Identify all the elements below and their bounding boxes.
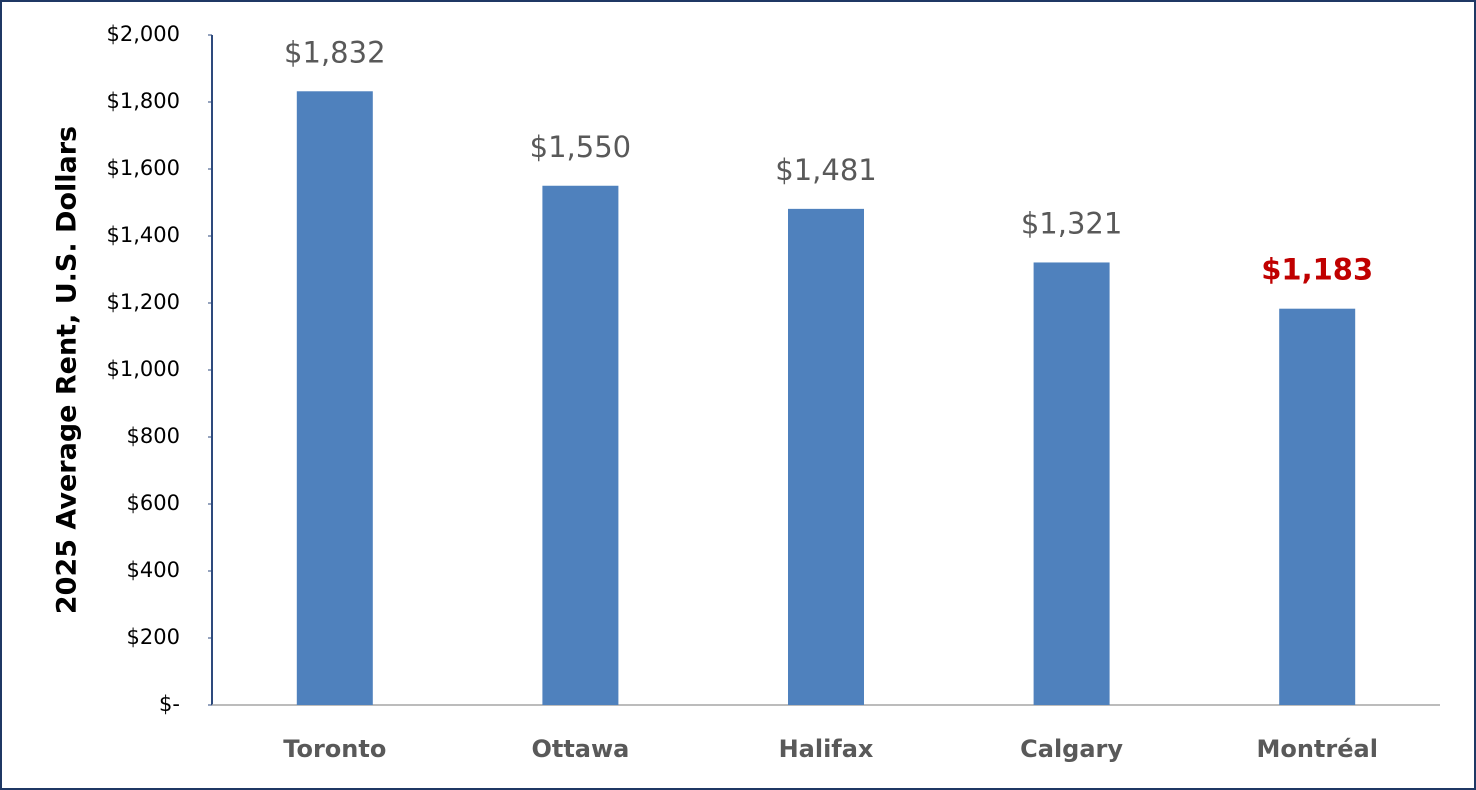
y-tick-label: $1,600 (107, 156, 180, 180)
x-tick-label: Calgary (1020, 735, 1123, 763)
y-tick-label: $2,000 (107, 22, 180, 46)
value-label: $1,321 (1021, 206, 1122, 240)
bar (1033, 262, 1110, 705)
value-label: $1,183 (1261, 253, 1373, 287)
y-tick-label: $1,200 (107, 290, 180, 314)
bar (296, 91, 373, 705)
y-tick-label: $200 (127, 625, 180, 649)
y-tick-label: $1,800 (107, 89, 180, 113)
value-label: $1,481 (775, 153, 876, 187)
y-axis-title: 2025 Average Rent, U.S. Dollars (52, 126, 83, 614)
y-tick-label: $600 (127, 491, 180, 515)
bar (1279, 308, 1356, 705)
x-tick-label: Toronto (283, 735, 386, 763)
y-tick-label: $1,400 (107, 223, 180, 247)
y-tick-label: $- (159, 692, 180, 716)
x-tick-label: Ottawa (531, 735, 629, 763)
bar (542, 185, 619, 705)
value-label: $1,550 (530, 130, 631, 164)
y-tick-label: $800 (127, 424, 180, 448)
bar (788, 208, 864, 706)
y-tick-label: $1,000 (107, 357, 180, 381)
value-label: $1,832 (284, 35, 385, 69)
x-tick-label: Montréal (1256, 735, 1377, 763)
x-tick-label: Halifax (779, 735, 874, 763)
y-tick-label: $400 (127, 558, 180, 582)
